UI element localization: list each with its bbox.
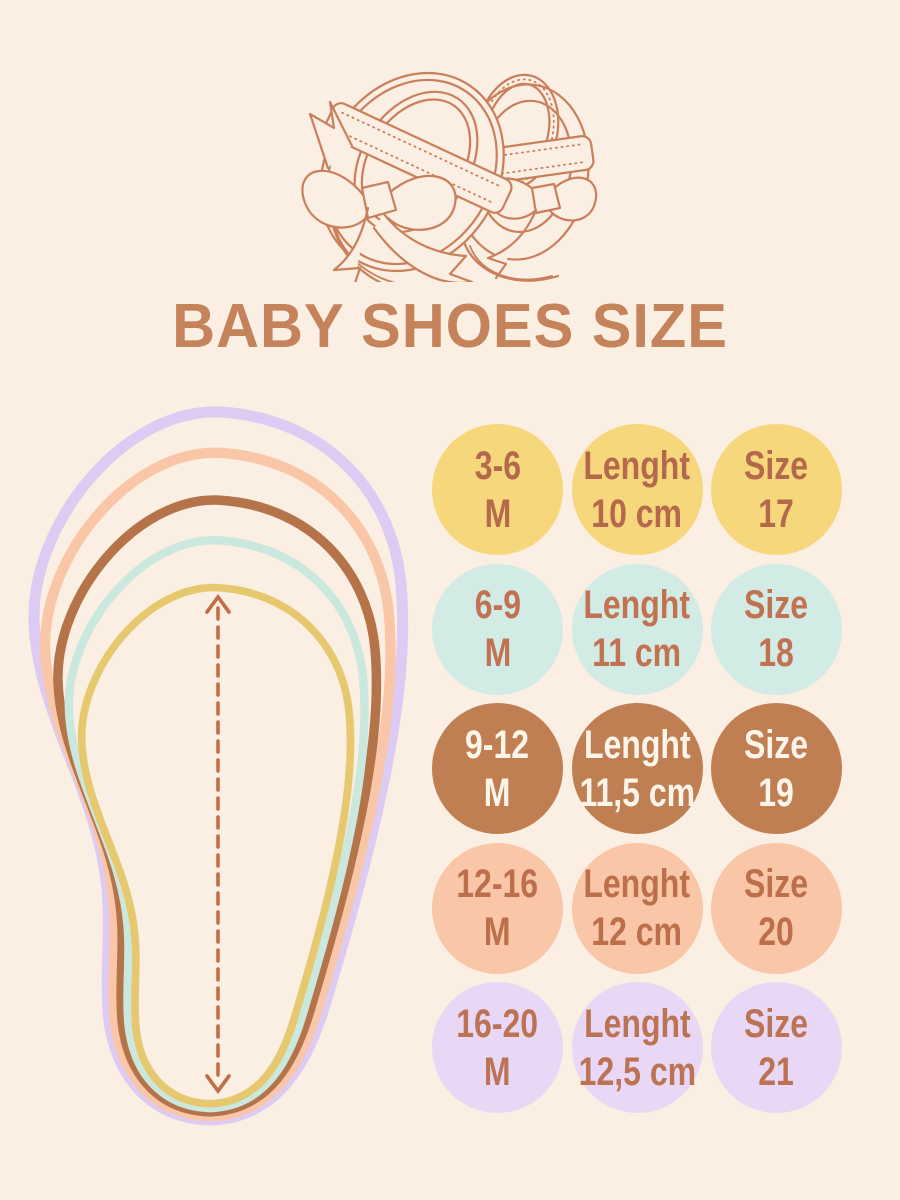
baby-shoes-illustration-icon xyxy=(301,71,598,282)
cell-line: 19 xyxy=(758,770,795,815)
cell-line: M xyxy=(484,770,511,815)
cell-line: Size xyxy=(744,583,809,627)
size-circle-row4: Size 20 xyxy=(711,842,842,974)
size-circle-row5: Size 21 xyxy=(711,982,842,1113)
cell-line: 12 cm xyxy=(591,910,683,954)
cell-line: Lenght xyxy=(583,1001,691,1046)
cell-line: Size xyxy=(744,862,809,906)
cell-line: M xyxy=(484,491,511,536)
age-circle-row4: 12-16 M xyxy=(432,842,563,974)
cell-line: 3-6 xyxy=(474,443,521,488)
size-chart-grid: 3-6 M Lenght 10 cm Size 17 6-9 M Lenght 11 cm… xyxy=(432,424,842,1113)
left-shoe-drawing xyxy=(301,71,513,282)
cell-line: 12-16 xyxy=(456,862,539,906)
length-circle-row4: Lenght 12 cm xyxy=(571,842,703,974)
cell-line: Size xyxy=(744,1001,809,1046)
cell-line: 16-20 xyxy=(456,1001,539,1046)
length-circle-row3: Lenght 11,5 cm xyxy=(571,703,703,834)
cell-line: 10 cm xyxy=(591,491,683,536)
length-arrow-icon xyxy=(205,593,231,1095)
cell-line: 17 xyxy=(758,491,795,536)
size-circle-row3: Size 19 xyxy=(711,703,842,834)
age-circle-row5: 16-20 M xyxy=(432,982,563,1113)
cell-line: 6-9 xyxy=(474,583,521,627)
length-circle-row2: Lenght 11 cm xyxy=(571,563,703,695)
cell-line: 18 xyxy=(758,631,795,675)
cell-line: M xyxy=(484,1049,511,1094)
cell-line: Lenght xyxy=(583,722,691,767)
foot-size-outlines-diagram xyxy=(25,400,415,1140)
cell-line: 11 cm xyxy=(592,631,682,675)
size-circle-row1: Size 17 xyxy=(711,424,842,555)
cell-line: 11,5 cm xyxy=(579,770,695,815)
cell-line: Size xyxy=(744,722,809,767)
cell-line: Size xyxy=(744,443,809,488)
age-circle-row3: 9-12 M xyxy=(432,703,563,834)
size-circle-row2: Size 18 xyxy=(711,563,842,695)
left-bow-drawing xyxy=(301,100,474,282)
cell-line: 20 xyxy=(758,910,795,954)
cell-line: 21 xyxy=(758,1049,795,1094)
age-circle-row1: 3-6 M xyxy=(432,424,563,555)
cell-line: Lenght xyxy=(583,583,691,627)
cell-line: 9-12 xyxy=(465,722,530,767)
page-title: BABY SHOES SIZE xyxy=(172,292,728,361)
length-circle-row1: Lenght 10 cm xyxy=(571,424,703,555)
cell-line: Lenght xyxy=(583,862,691,906)
cell-line: 12,5 cm xyxy=(578,1049,696,1094)
age-circle-row2: 6-9 M xyxy=(432,563,563,695)
cell-line: M xyxy=(484,631,511,675)
cell-line: M xyxy=(484,910,511,954)
cell-line: Lenght xyxy=(583,443,691,488)
length-circle-row5: Lenght 12,5 cm xyxy=(571,982,703,1113)
